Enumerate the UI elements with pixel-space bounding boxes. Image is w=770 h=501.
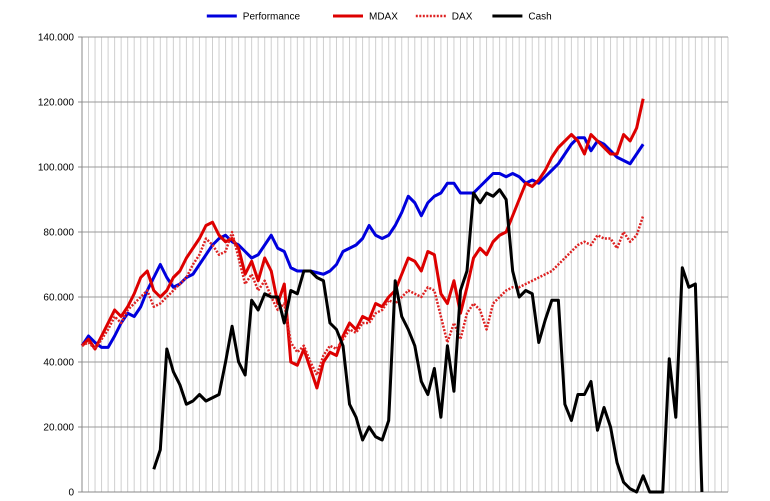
y-tick-label: 140.000 <box>38 33 75 44</box>
series-line-mdax <box>80 98 645 390</box>
y-tick-label: 20.000 <box>43 423 74 434</box>
series-line-performance <box>80 136 645 349</box>
series-line-dax <box>81 215 645 377</box>
vertical-gridlines <box>81 37 729 492</box>
legend-label-cash: Cash <box>528 12 551 23</box>
legend-label-mdax: MDAX <box>369 12 398 23</box>
y-tick-label: 120.000 <box>38 98 75 109</box>
series-lines <box>80 98 704 494</box>
y-tick-label: 80.000 <box>43 228 74 239</box>
y-tick-label: 0 <box>68 488 74 499</box>
legend-label-performance: Performance <box>243 12 301 23</box>
y-axis-tick-labels: 0 20.000 40.000 60.000 80.000 100.000 120.000 1… <box>38 33 75 499</box>
legend-label-dax: DAX <box>452 12 473 23</box>
series-line-cash <box>152 188 704 494</box>
y-tick-label: 100.000 <box>38 163 75 174</box>
y-tick-label: 40.000 <box>43 358 74 369</box>
y-tick-label: 60.000 <box>43 293 74 304</box>
legend: Performance MDAX DAX Cash <box>206 12 552 23</box>
